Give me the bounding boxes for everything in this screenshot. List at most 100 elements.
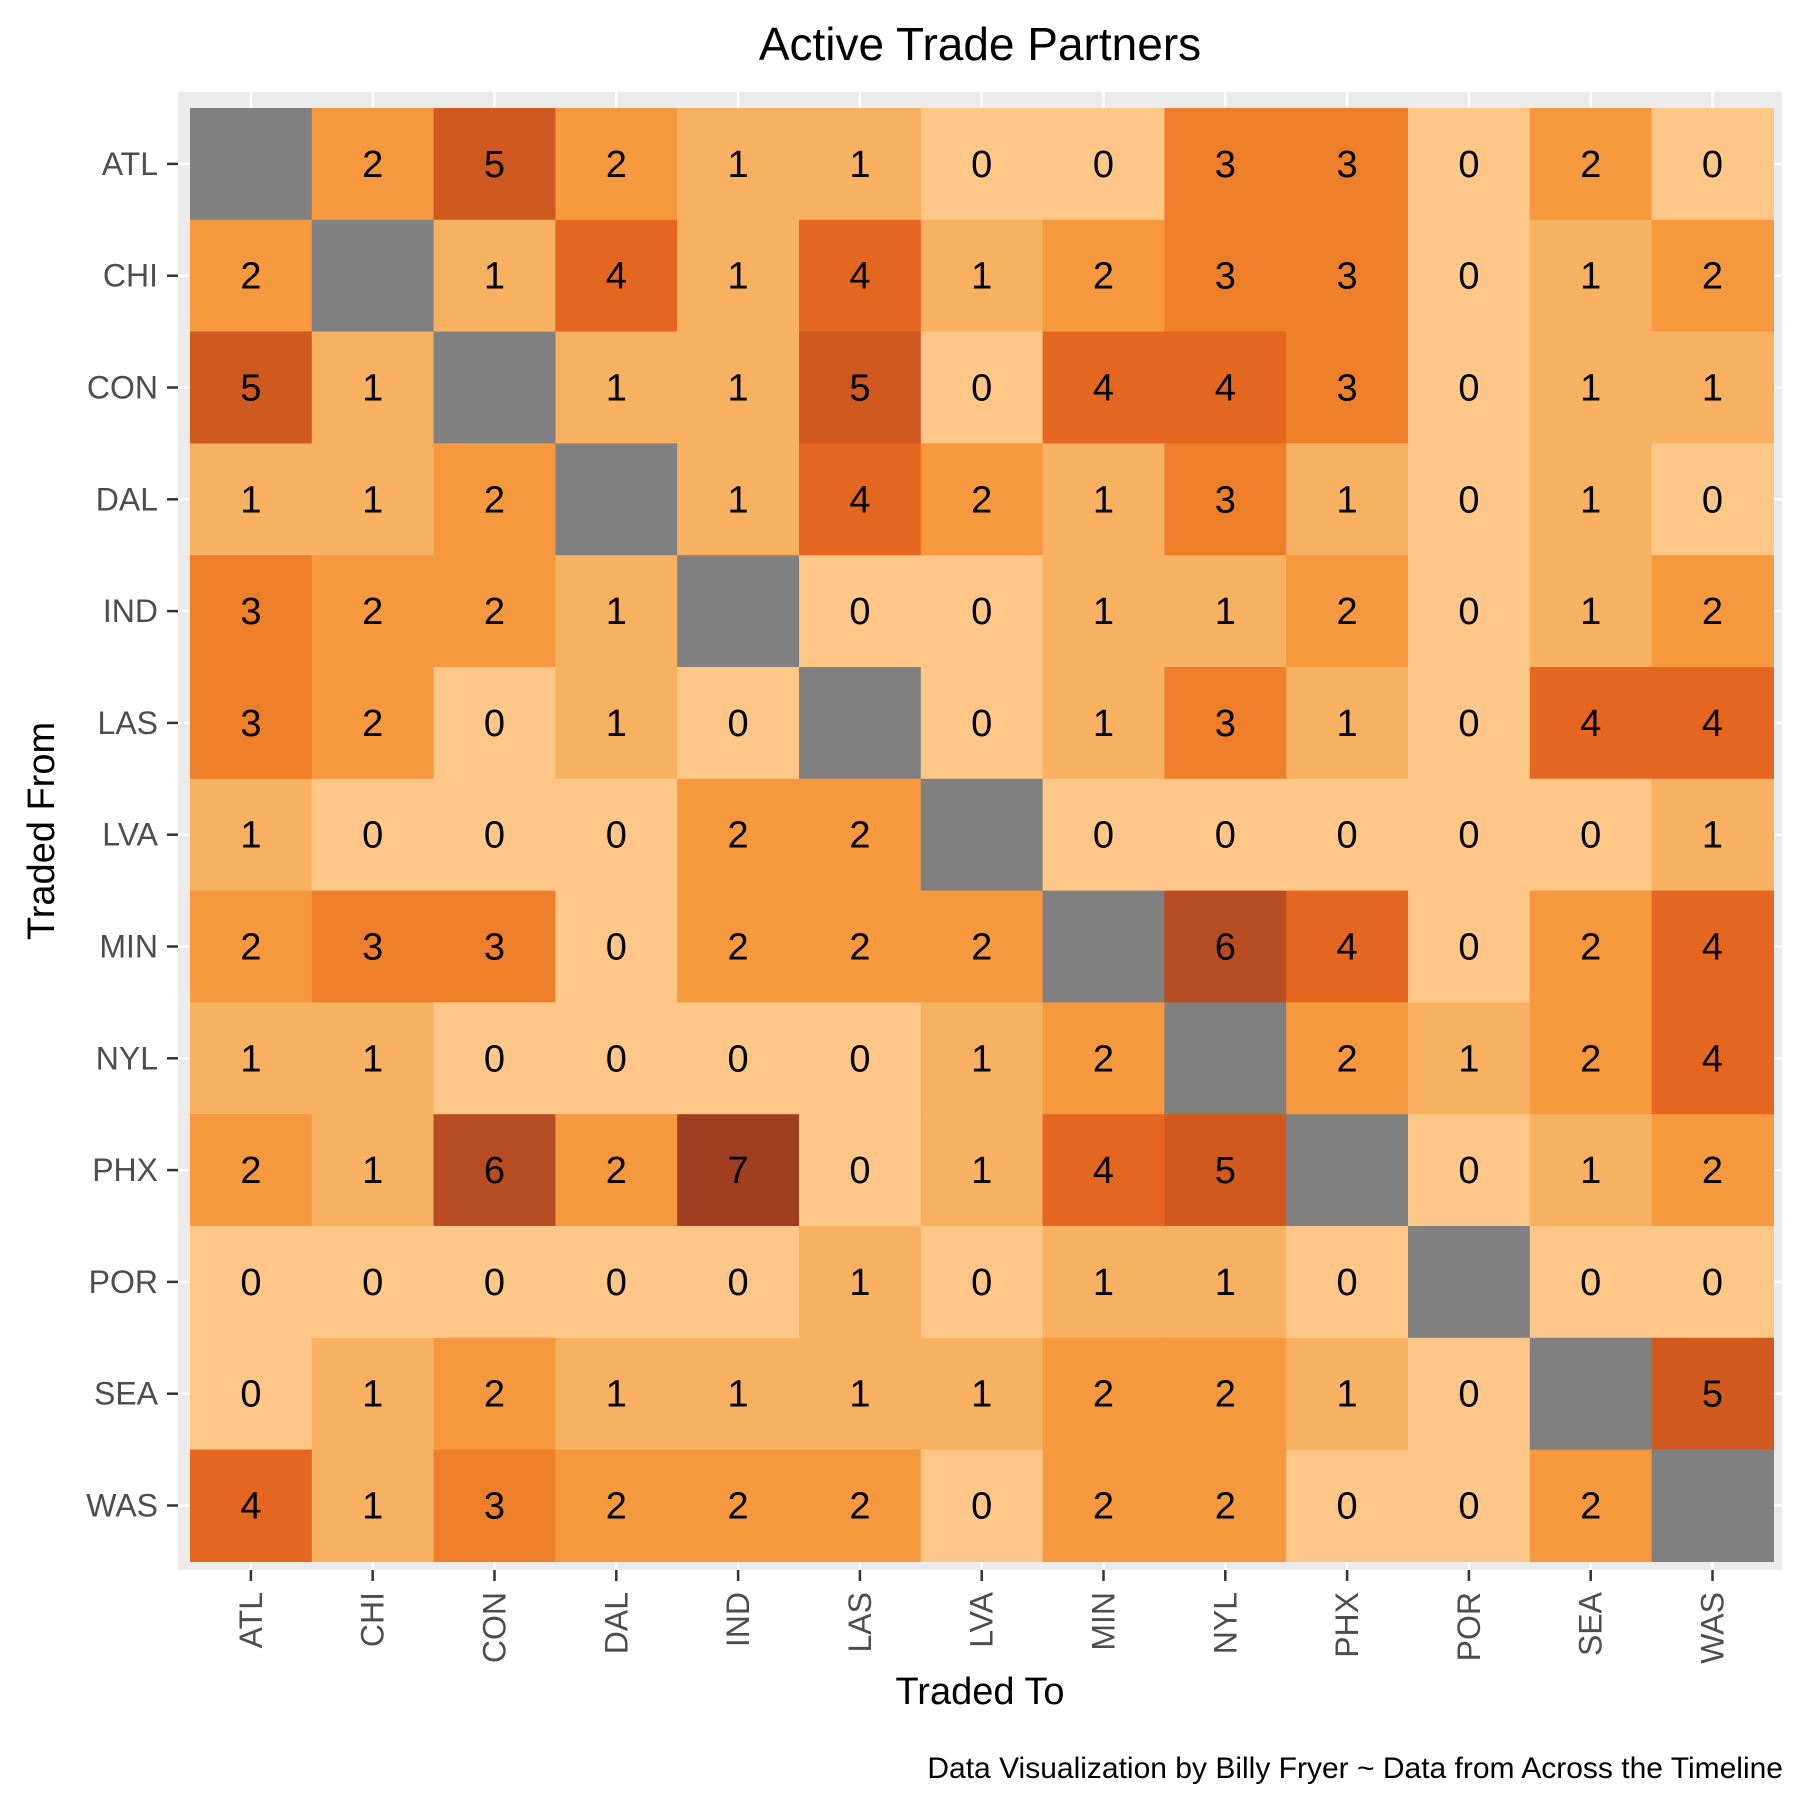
x-tick-label: WAS	[1695, 1592, 1731, 1664]
cell-value-label: 1	[971, 1374, 992, 1416]
cell-value-label: 1	[1580, 591, 1601, 633]
cell-value-label: 6	[1215, 927, 1236, 969]
cell-value-label: 0	[606, 815, 627, 857]
heatmap-cell-chi-chi	[311, 219, 435, 333]
heatmap-cell-sea-las	[799, 1337, 922, 1451]
heatmap-cell-chi-min	[1042, 219, 1165, 333]
x-tick-label: ATL	[233, 1592, 269, 1648]
cell-value-label: 1	[606, 591, 627, 633]
cell-value-label: 1	[728, 368, 749, 410]
y-tick-label: POR	[89, 1264, 158, 1300]
cell-value-label: 2	[484, 1374, 505, 1416]
heatmap-cell-lva-min	[1042, 778, 1165, 892]
cell-value-label: 4	[849, 479, 870, 521]
cell-value-label: 0	[1458, 1150, 1479, 1192]
heatmap-cell-phx-sea	[1529, 1114, 1653, 1227]
heatmap-cell-con-was	[1651, 331, 1774, 444]
heatmap-cell-lva-dal	[555, 778, 678, 892]
y-axis-title: Traded From	[21, 722, 63, 940]
heatmap-cell-con-nyl	[1164, 331, 1287, 444]
cell-value-label: 2	[1702, 591, 1723, 633]
cell-value-label: 2	[1215, 1486, 1236, 1528]
cell-value-label: 0	[971, 1262, 992, 1304]
heatmap-cell-atl-was	[1651, 108, 1774, 221]
cell-value-label: 0	[1458, 591, 1479, 633]
heatmap-cell-chi-phx	[1286, 219, 1409, 333]
cell-value-label: 1	[728, 479, 749, 521]
cell-value-label: 1	[849, 1262, 870, 1304]
heatmap-cell-sea-con	[433, 1337, 556, 1451]
heatmap-cell-min-lva	[920, 890, 1044, 1003]
heatmap-cell-chi-sea	[1529, 219, 1653, 333]
cell-value-label: 2	[1337, 1038, 1358, 1080]
heatmap-cell-con-phx	[1286, 331, 1409, 444]
heatmap-cell-ind-las	[799, 555, 922, 668]
heatmap-cell-atl-ind	[677, 108, 800, 221]
heatmap-cell-ind-dal	[555, 555, 678, 668]
heatmap-cell-ind-min	[1042, 555, 1165, 668]
heatmap-cell-ind-lva	[920, 555, 1044, 668]
heatmap-cell-was-phx	[1286, 1449, 1409, 1562]
heatmap-cell-ind-atl	[190, 555, 313, 668]
cell-value-label: 0	[1458, 1486, 1479, 1528]
heatmap-cell-nyl-sea	[1529, 1002, 1653, 1115]
cell-value-label: 3	[1337, 368, 1358, 410]
cell-value-label: 2	[1215, 1374, 1236, 1416]
cell-value-label: 2	[849, 1486, 870, 1528]
heatmap-cell-sea-atl	[190, 1337, 313, 1451]
heatmap-cell-min-min	[1042, 890, 1165, 1003]
y-tick-label: SEA	[94, 1376, 159, 1412]
cell-value-label: 1	[1337, 1374, 1358, 1416]
heatmap-cell-chi-ind	[677, 219, 800, 333]
cell-value-label: 1	[484, 256, 505, 298]
heatmap-cell-dal-dal	[555, 443, 678, 556]
cell-value-label: 4	[1093, 1150, 1114, 1192]
x-axis-title: Traded To	[896, 1671, 1065, 1713]
cell-value-label: 1	[240, 1038, 261, 1080]
cell-value-label: 1	[362, 1038, 383, 1080]
heatmap-cell-chi-con	[433, 219, 556, 333]
cell-value-label: 2	[362, 703, 383, 745]
heatmap-cell-dal-ind	[677, 443, 800, 556]
cell-value-label: 2	[1702, 1150, 1723, 1192]
heatmap-cell-atl-por	[1408, 108, 1531, 221]
heatmap-cell-atl-atl	[190, 108, 313, 221]
heatmap-cells	[190, 108, 1774, 1562]
cell-value-label: 0	[971, 368, 992, 410]
heatmap-cell-atl-chi	[311, 108, 435, 221]
heatmap-cell-dal-con	[433, 443, 556, 556]
cell-value-label: 0	[971, 144, 992, 186]
chart-title: Active Trade Partners	[759, 18, 1201, 70]
y-tick-label: CON	[87, 370, 158, 406]
heatmap-cell-lva-sea	[1529, 778, 1653, 892]
heatmap-cell-ind-ind	[677, 555, 800, 668]
heatmap-cell-atl-nyl	[1164, 108, 1287, 221]
cell-value-label: 1	[606, 1374, 627, 1416]
heatmap-cell-las-nyl	[1164, 667, 1287, 780]
heatmap-cell-lva-por	[1408, 778, 1531, 892]
x-tick-label: POR	[1451, 1592, 1487, 1661]
cell-value-label: 0	[728, 1038, 749, 1080]
cell-value-label: 1	[728, 144, 749, 186]
y-tick-label: LAS	[98, 705, 158, 741]
heatmap-cell-phx-was	[1651, 1114, 1774, 1227]
heatmap-cell-por-chi	[311, 1226, 435, 1339]
cell-value-label: 2	[606, 1486, 627, 1528]
cell-value-label: 4	[1215, 368, 1236, 410]
heatmap-cell-nyl-ind	[677, 1002, 800, 1115]
x-tick-label: LVA	[964, 1591, 1000, 1647]
cell-value-label: 2	[240, 1150, 261, 1192]
heatmap-cell-sea-por	[1408, 1337, 1531, 1451]
heatmap-cell-was-was	[1651, 1449, 1774, 1562]
heatmap-cell-phx-con	[433, 1114, 556, 1227]
heatmap-cell-por-sea	[1529, 1226, 1653, 1339]
y-tick-label: LVA	[102, 817, 158, 853]
heatmap-cell-nyl-con	[433, 1002, 556, 1115]
cell-value-label: 0	[849, 1038, 870, 1080]
heatmap-cell-lva-was	[1651, 778, 1774, 892]
cell-value-label: 1	[362, 1486, 383, 1528]
cell-value-label: 0	[484, 703, 505, 745]
cell-value-label: 0	[1580, 1262, 1601, 1304]
heatmap-cell-nyl-por	[1408, 1002, 1531, 1115]
cell-value-label: 2	[728, 927, 749, 969]
